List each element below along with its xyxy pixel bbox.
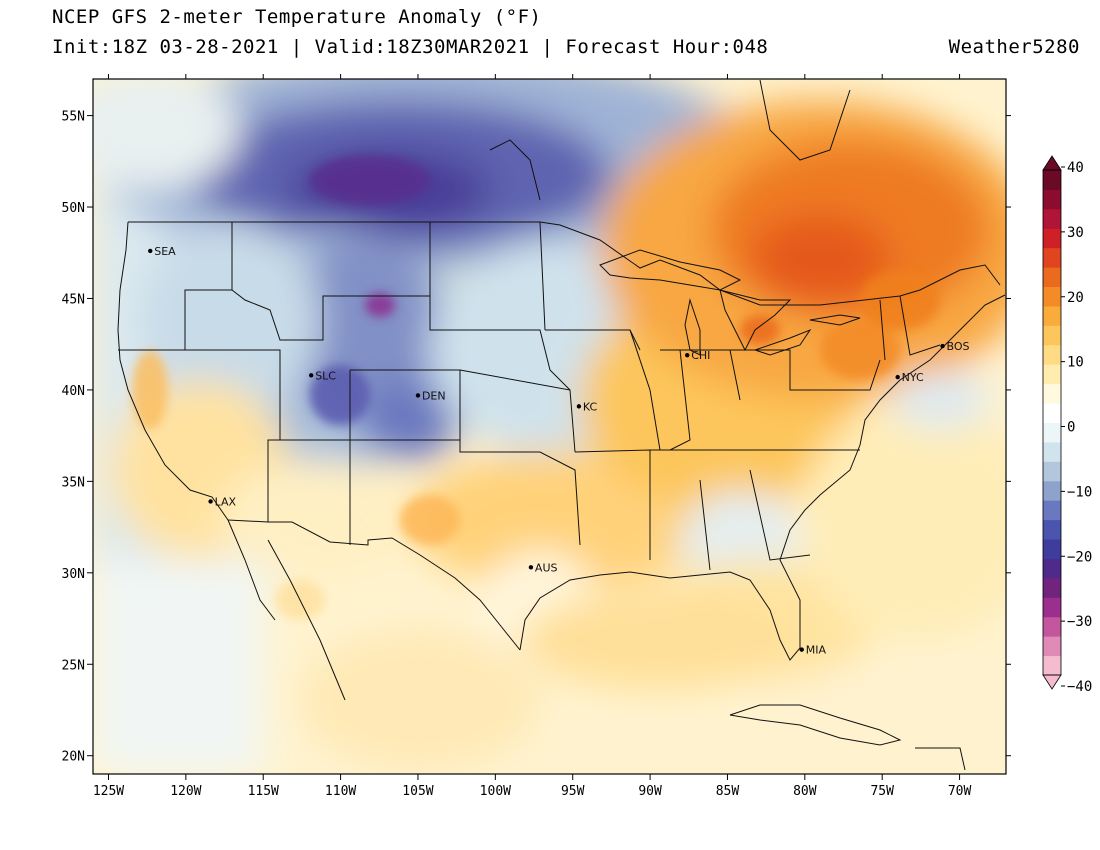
city-label-slc: SLC [315, 369, 336, 382]
lon-tick-label: 95W [561, 784, 585, 799]
map-subtitle: Init:18Z 03-28-2021 | Valid:18Z30MAR2021… [52, 36, 769, 58]
colorbar-swatch [1043, 577, 1061, 598]
colorbar-swatch [1043, 655, 1061, 676]
colorbar-swatch [1043, 519, 1061, 540]
lat-tick-label: 50N [62, 201, 85, 216]
city-markers: SEA SLC DEN KC CHI NYC BOS LAX AUS MIA [148, 245, 970, 657]
city-marker-dot [148, 248, 153, 254]
city-label-nyc: NYC [902, 371, 924, 384]
colorbar-outline [1042, 169, 1062, 676]
city-marker-dot [528, 565, 534, 570]
colorbar-swatch [1043, 558, 1061, 579]
colorbar-swatch [1043, 539, 1061, 559]
colorbar-swatch [1043, 364, 1061, 385]
map-frame [92, 78, 1007, 775]
city-label-sea: SEA [154, 245, 176, 258]
longitude-axis: 125W 120W 115W 110W 105W 100W 95W 90W 85W 80W 75W 7… [93, 74, 972, 799]
city-marker-dot [415, 393, 421, 398]
lon-tick-label: 115W [248, 784, 279, 799]
colorbar-tick-label: 10 [1067, 355, 1084, 371]
colorbar-swatch [1043, 422, 1061, 443]
colorbar-swatch [1043, 383, 1061, 404]
lat-tick-label: 35N [62, 475, 85, 490]
lon-tick-label: 70W [948, 784, 972, 799]
city-marker-dot [208, 499, 213, 504]
city-label-lax: LAX [215, 495, 237, 508]
city-label-chi: CHI [691, 349, 710, 362]
colorbar-swatch [1043, 189, 1061, 210]
colorbar-swatch [1043, 500, 1061, 521]
lon-tick-label: 75W [870, 784, 894, 799]
city-label-aus: AUS [535, 561, 558, 574]
city-label-kc: KC [583, 400, 598, 413]
city-label-mia: MIA [806, 644, 827, 657]
colorbar-swatch [1043, 597, 1061, 618]
lat-tick-label: 20N [62, 750, 85, 765]
colorbar-tick-label: −20 [1067, 549, 1092, 565]
colorbar-tick-label: −30 [1067, 614, 1092, 630]
colorbar-swatch [1043, 325, 1061, 346]
colorbar-swatch [1043, 247, 1061, 268]
colorbar-tick-label: 20 [1067, 290, 1084, 306]
city-label-den: DEN [422, 389, 446, 402]
colorbar-swatch [1043, 267, 1061, 288]
colorbar-swatch [1043, 403, 1061, 423]
lon-tick-label: 90W [638, 784, 662, 799]
lon-tick-label: 105W [402, 784, 433, 799]
city-marker-dot [576, 404, 582, 409]
colorbar-swatch [1043, 441, 1061, 462]
colorbar-swatch [1043, 636, 1061, 657]
map-title: NCEP GFS 2-meter Temperature Anomaly (°F… [52, 6, 542, 28]
colorbar-swatch [1043, 616, 1061, 637]
colorbar-tick-label: −40 [1067, 679, 1092, 695]
lon-tick-label: 80W [793, 784, 817, 799]
colorbar-tick-label: −10 [1067, 484, 1092, 500]
city-marker-dot [799, 647, 804, 652]
lat-tick-label: 55N [62, 110, 85, 125]
lon-tick-label: 125W [93, 784, 124, 799]
temperature-anomaly-field [93, 79, 1006, 774]
lon-tick-label: 100W [480, 784, 511, 799]
colorbar-tick-label: 40 [1067, 160, 1084, 176]
colorbar-swatch [1043, 208, 1061, 229]
city-marker-dot [940, 343, 945, 349]
boundary-lines [117, 79, 1006, 771]
lat-tick-label: 45N [62, 292, 85, 307]
colorbar-swatch [1043, 286, 1061, 307]
lat-tick-label: 30N [62, 567, 85, 582]
colorbar-swatch [1043, 461, 1061, 482]
lat-tick-label: 40N [62, 384, 85, 399]
brand-label: Weather5280 [948, 36, 1080, 58]
lon-tick-label: 85W [716, 784, 740, 799]
colorbar-swatch [1043, 228, 1061, 249]
latitude-axis: 55N 50N 45N 40N 35N 30N 25N 20N [62, 110, 1011, 765]
lat-tick-label: 25N [62, 658, 85, 673]
colorbar-top-arrow [1042, 155, 1062, 171]
colorbar-swatch [1043, 344, 1061, 365]
city-marker-dot [308, 373, 314, 378]
lon-tick-label: 110W [325, 784, 356, 799]
colorbar-bottom-arrow [1042, 674, 1062, 690]
city-label-bos: BOS [947, 340, 970, 353]
colorbar-swatch [1043, 170, 1061, 190]
colorbar-tick-label: 30 [1067, 225, 1084, 241]
city-marker-dot [895, 374, 900, 380]
colorbar: 40 30 20 10 0 −10 −20 −30 −40 [1042, 155, 1092, 695]
colorbar-tick-label: 0 [1067, 420, 1075, 436]
city-marker-dot [685, 352, 690, 358]
colorbar-swatch [1043, 305, 1061, 326]
lon-tick-label: 120W [170, 784, 201, 799]
colorbar-swatch [1043, 480, 1061, 501]
